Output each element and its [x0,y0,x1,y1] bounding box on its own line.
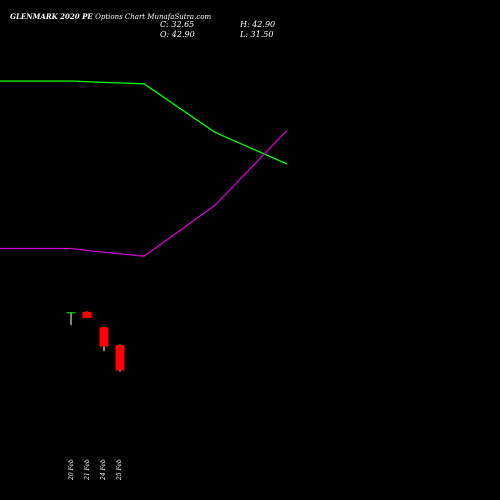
open-value: O: 42.90 [160,30,195,39]
chart-title-subtitle: Options Chart MunafaSutra.com [95,13,212,21]
x-tick-label-21-feb: 21 Feb [84,459,91,481]
candle-body-24-feb [99,327,109,347]
x-tick-label-24-feb: 24 Feb [100,459,107,481]
x-tick-label-25-feb: 25 Feb [116,459,123,481]
close-value: C: 32.65 [160,20,195,29]
upper-band-line [0,80,288,165]
high-value: H: 42.90 [240,20,276,29]
lower-band-line [0,129,288,257]
low-value: L: 31.50 [240,30,274,39]
candle-body-21-feb [82,311,92,318]
candle-body-20-feb [66,312,76,314]
x-tick-label-20-feb: 20 Feb [68,459,75,481]
chart-title: GLENMARK 2020 PE Options Chart MunafaSut… [10,12,211,21]
candle-body-25-feb [115,345,125,371]
chart-title-symbol: GLENMARK 2020 PE [10,12,93,21]
